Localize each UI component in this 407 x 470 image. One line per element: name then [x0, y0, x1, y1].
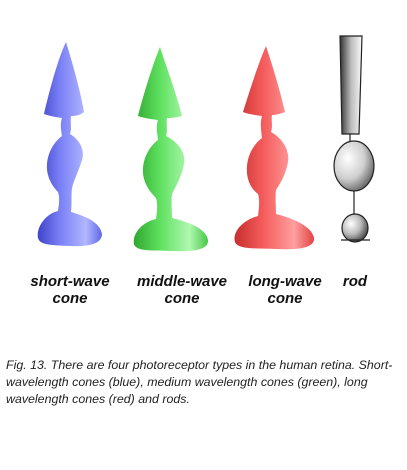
short-wave-label-line2: cone: [52, 290, 88, 307]
figure-caption: Fig. 13. There are four photoreceptor ty…: [6, 358, 393, 406]
middle-wave-label-line1: middle-wave: [136, 273, 228, 290]
rod-shape: [333, 35, 375, 243]
short-wave-cone-shape: [37, 42, 102, 247]
long-wave-cone-label: long-wave cone: [240, 273, 330, 307]
rod-label: rod: [333, 273, 377, 290]
middle-wave-cone-shape: [133, 47, 209, 252]
photoreceptor-diagram: [37, 35, 375, 252]
short-wave-label-line1: short-wave: [30, 273, 110, 290]
short-wave-cone-label: short-wave cone: [20, 273, 120, 307]
long-wave-label-line1: long-wave: [248, 273, 322, 290]
middle-wave-label-line2: cone: [164, 290, 200, 307]
rod-label-line1: rod: [342, 273, 368, 290]
long-wave-cone-shape: [234, 46, 315, 250]
middle-wave-cone-label: middle-wave cone: [126, 273, 238, 307]
long-wave-label-line2: cone: [267, 290, 303, 307]
